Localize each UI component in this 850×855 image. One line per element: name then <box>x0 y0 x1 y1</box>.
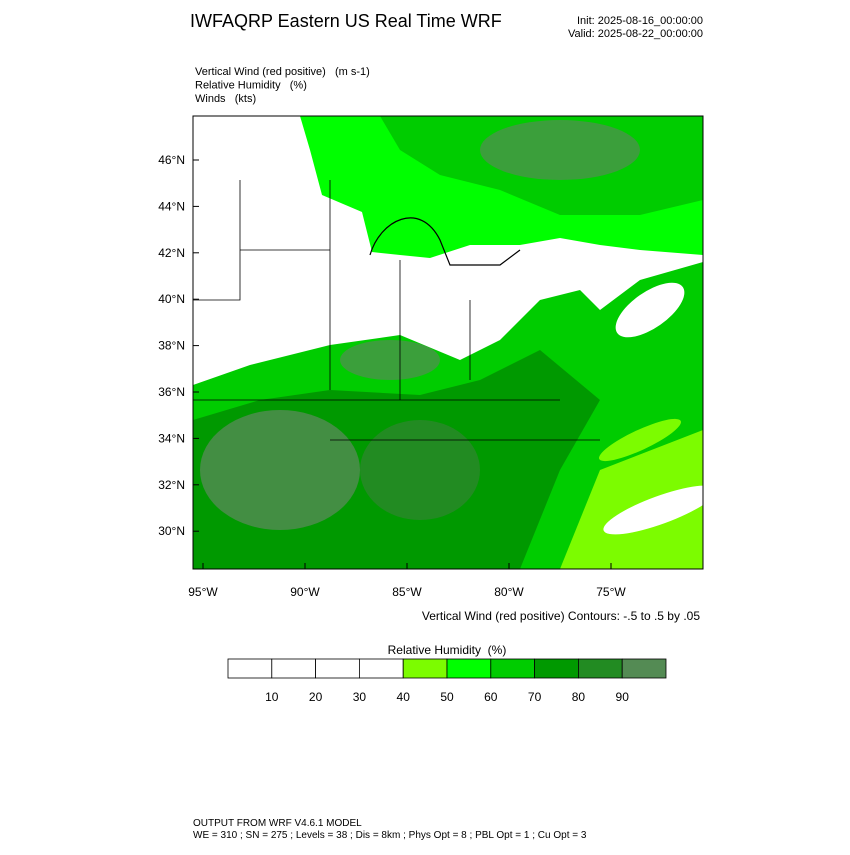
field-label: Vertical Wind (red positive) (m s-1) <box>195 66 370 78</box>
humidity-area <box>560 430 703 569</box>
lon-label: 95°W <box>188 585 218 599</box>
humidity-area <box>200 410 360 530</box>
humidity-area <box>480 120 640 180</box>
colorbar-box <box>402 658 448 679</box>
footer-line: WE = 310 ; SN = 275 ; Levels = 38 ; Dis … <box>193 830 587 841</box>
colorbar-box <box>358 658 404 679</box>
lat-label: 44°N <box>158 199 185 213</box>
footer-line: OUTPUT FROM WRF V4.6.1 MODEL <box>193 818 362 829</box>
colorbar-tick-label: 90 <box>616 690 630 704</box>
colorbar-title: Relative Humidity (%) <box>388 643 507 657</box>
lat-label: 38°N <box>158 339 185 353</box>
valid-time: Valid: 2025-08-22_00:00:00 <box>568 28 703 40</box>
humidity-area <box>340 340 440 380</box>
colorbar-tick-label: 50 <box>440 690 454 704</box>
title: IWFAQRP Eastern US Real Time WRF <box>190 11 502 31</box>
colorbar-tick-label: 40 <box>397 690 411 704</box>
lat-label: 34°N <box>158 431 185 445</box>
lon-label: 90°W <box>290 585 320 599</box>
dry-area <box>615 282 685 338</box>
colorbar-tick-label: 60 <box>484 690 498 704</box>
colorbar-box <box>315 658 360 679</box>
colorbar-tick-label: 30 <box>353 690 367 704</box>
colorbar-tick-label: 80 <box>572 690 586 704</box>
colorbar-box <box>490 658 535 679</box>
colorbar-tick-label: 10 <box>265 690 279 704</box>
colorbar-box <box>446 658 492 679</box>
field-label: Winds (kts) <box>195 93 256 105</box>
humidity-area <box>360 420 480 520</box>
state-borders <box>193 180 600 441</box>
colorbar-box <box>621 658 667 679</box>
map-frame <box>192 115 704 570</box>
dry-area <box>603 485 703 535</box>
lat-label: 40°N <box>158 292 185 306</box>
lat-label: 36°N <box>158 385 185 399</box>
map <box>192 115 704 570</box>
colorbar-box <box>227 658 273 679</box>
lat-label: 46°N <box>158 153 185 167</box>
lat-label: 32°N <box>158 478 185 492</box>
lon-label: 85°W <box>392 585 422 599</box>
colorbar-box <box>578 658 623 679</box>
lon-label: 80°W <box>494 585 524 599</box>
colorbar-box <box>534 658 579 679</box>
init-time: Init: 2025-08-16_00:00:00 <box>577 15 703 27</box>
humidity-field <box>193 116 703 569</box>
lon-label: 75°W <box>596 585 626 599</box>
field-label: Relative Humidity (%) <box>195 80 307 92</box>
colorbar-tick-label: 70 <box>528 690 542 704</box>
humidity-area <box>598 418 682 462</box>
lat-label: 30°N <box>158 524 185 538</box>
contour-note: Vertical Wind (red positive) Contours: -… <box>422 609 700 623</box>
colorbar-tick-label: 20 <box>309 690 323 704</box>
lat-label: 42°N <box>158 246 185 260</box>
colorbar-box <box>271 658 316 679</box>
coastline <box>369 217 521 266</box>
